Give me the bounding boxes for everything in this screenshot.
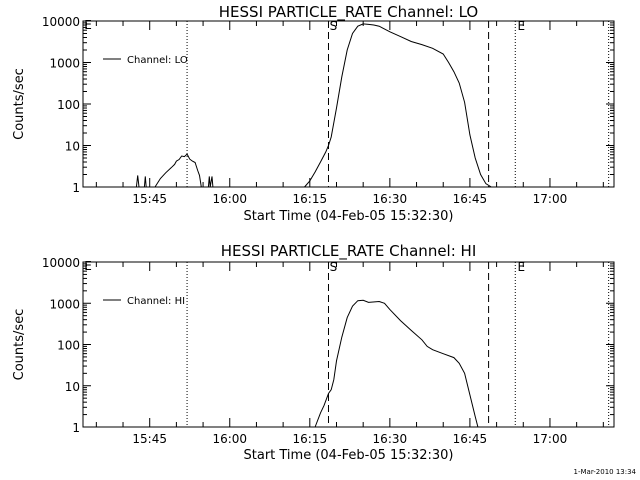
panel-0-y-tick-label: 100: [57, 98, 80, 112]
panel-1-legend-label: Channel: HI: [127, 296, 185, 307]
panel-1-y-axis-label: Counts/sec: [12, 309, 27, 381]
panel-0-chart-title: HESSI PARTICLE_RATE Channel: LO: [219, 3, 478, 22]
panel-0-y-tick-label: 10: [65, 140, 80, 154]
panel-1-chart-title: HESSI PARTICLE_RATE Channel: HI: [221, 242, 477, 261]
panel-1-x-tick-label: 16:45: [453, 432, 488, 446]
panel-0-series-line-segment: [154, 153, 202, 188]
panel-0-legend-label: Channel: LO: [127, 55, 188, 66]
panel-0-x-tick-label: 17:00: [533, 192, 568, 206]
panel-0-y-tick-label: 1: [72, 181, 80, 195]
panel-0-left-marker-label: E: [84, 18, 92, 32]
panel-0-series-line-segment: [143, 176, 147, 188]
panel-0-x-tick-label: 16:15: [293, 192, 328, 206]
panel-1-x-tick-label: 15:45: [132, 432, 167, 446]
panel-1-y-tick-label: 1000: [49, 297, 80, 311]
panel-1-left-marker-label: E: [84, 259, 92, 273]
panel-0-series-line-segment: [135, 175, 140, 188]
panel-1-series-line-segment: [314, 299, 479, 428]
panel-1-plot-frame: [82, 261, 615, 428]
panel-1-x-tick-label: 17:00: [533, 432, 568, 446]
panel-0-y-axis-label: Counts/sec: [12, 68, 27, 140]
panel-0-x-tick-label: 16:00: [212, 192, 247, 206]
panel-0-series-line-segment: [207, 176, 214, 188]
panel-0-series-line-segment: [304, 23, 492, 188]
panel-1-x-axis-label: Start Time (04-Feb-05 15:32:30): [244, 448, 454, 463]
panel-1-x-tick-label: 16:30: [373, 432, 408, 446]
footer-timestamp: 1-Mar-2010 13:34: [574, 468, 637, 476]
panel-1-x-tick-label: 16:00: [212, 432, 247, 446]
panel-0-x-tick-label: 15:45: [132, 192, 167, 206]
panel-0-x-tick-label: 16:30: [373, 192, 408, 206]
panel-0-x-tick-label: 16:45: [453, 192, 488, 206]
panel-0-end-marker-label: E: [517, 19, 525, 33]
panel-1-y-tick-label: 100: [57, 339, 80, 353]
panel-0-start-marker-label: S: [330, 19, 338, 33]
panel-0-group: HESSI PARTICLE_RATE Channel: LO 1 10 100 100…: [12, 3, 615, 224]
panel-1-group: HESSI PARTICLE_RATE Channel: HI 1 10 100 100…: [12, 242, 615, 463]
panel-0-y-tick-label: 10000: [42, 15, 80, 29]
panel-1-y-tick-label: 10000: [42, 256, 80, 270]
panel-1-start-marker-label: S: [330, 260, 338, 274]
panel-0-y-tick-label: 1000: [49, 57, 80, 71]
panel-0-x-axis-label: Start Time (04-Feb-05 15:32:30): [244, 209, 454, 224]
panel-1-end-marker-label: E: [517, 260, 525, 274]
panel-1-x-tick-label: 16:15: [293, 432, 328, 446]
panel-1-y-tick-label: 10: [65, 380, 80, 394]
panel-1-y-tick-label: 1: [72, 421, 80, 435]
